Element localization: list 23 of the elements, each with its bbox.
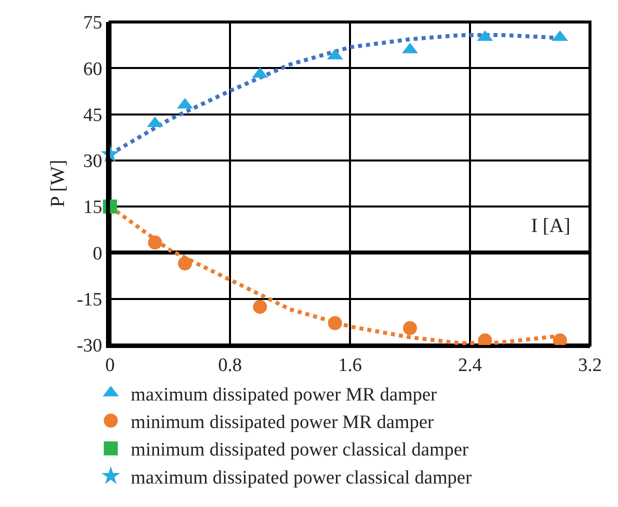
y-tick-label: 30 bbox=[83, 151, 102, 172]
x-tick-label: 2.4 bbox=[458, 354, 482, 376]
point bbox=[328, 316, 342, 330]
point bbox=[148, 236, 162, 250]
legend-label: minimum dissipated power classical damper bbox=[130, 440, 470, 461]
y-tick-label: 75 bbox=[83, 12, 102, 34]
point bbox=[403, 321, 417, 336]
y-axis-title: P [W] bbox=[46, 160, 69, 208]
legend-label: minimum dissipated power MR damper bbox=[130, 412, 434, 434]
x-tick-label: 0.8 bbox=[218, 354, 242, 376]
y-tick-label: 60 bbox=[83, 58, 102, 80]
x-tick-label: 1.6 bbox=[338, 354, 362, 376]
legend-label: maximum dissipated power classical damper bbox=[130, 467, 472, 488]
y-tick-label: 15 bbox=[83, 197, 102, 218]
y-tick-label: 45 bbox=[83, 104, 102, 126]
legend-label: maximum dissipated power MR damper bbox=[130, 384, 438, 406]
x-tick-label: 3.2 bbox=[578, 354, 602, 376]
y-tick-label: 0 bbox=[92, 243, 102, 264]
x-axis-title: I [A] bbox=[531, 215, 570, 237]
point bbox=[178, 256, 192, 270]
y-tick-label: -15 bbox=[76, 290, 102, 311]
y-tick-label: -30 bbox=[76, 336, 102, 357]
point bbox=[253, 300, 267, 314]
